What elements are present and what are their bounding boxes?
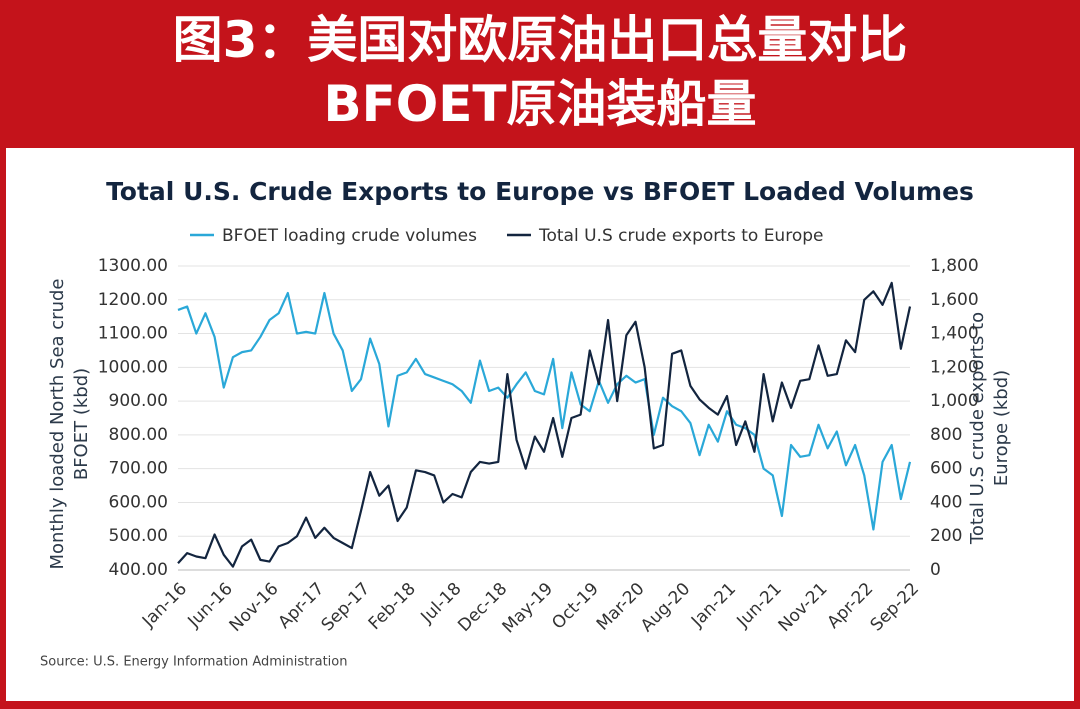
legend-label: BFOET loading crude volumes — [222, 226, 477, 246]
x-tick-label: Sep-17 — [318, 579, 374, 635]
x-tick-label: Feb-18 — [365, 579, 420, 634]
y-tick-label: 1300.00 — [98, 256, 168, 276]
y-tick-label: 400 — [930, 492, 962, 512]
line-series — [177, 291, 912, 531]
legend-label: Total U.S crude exports to Europe — [538, 226, 824, 246]
source: Source: U.S. Energy Information Administ… — [40, 655, 347, 670]
x-tick-label: Aug-20 — [637, 579, 694, 636]
x-tick-label: Nov-21 — [775, 579, 832, 636]
panel — [6, 148, 1074, 701]
line-series — [177, 281, 912, 568]
x-tick-label: Oct-19 — [548, 579, 603, 634]
y-tick-label: 900.00 — [109, 391, 168, 411]
y-tick-label: 600 — [930, 459, 962, 479]
x-tick-label: Nov-16 — [226, 579, 283, 636]
y-tick-label: 1,000 — [930, 391, 979, 411]
x-tick-label: Jan-16 — [138, 579, 191, 632]
y-tick-label: 800 — [930, 425, 962, 445]
y-tick-label: 600.00 — [109, 492, 168, 512]
y-tick-label: 1,200 — [930, 357, 979, 377]
y-tick-label: 0 — [930, 560, 941, 580]
y-tick-label: 1100.00 — [98, 324, 168, 344]
x-tick-label: Jan-21 — [687, 579, 740, 632]
x-tick-label: May-19 — [499, 579, 557, 637]
header-subtitle: BFOET原油装船量 — [323, 75, 757, 133]
y-tick-label: 1000.00 — [98, 357, 168, 377]
chart-title: Total U.S. Crude Exports to Europe vs BF… — [106, 177, 974, 206]
header-title: 图3：美国对欧原油出口总量对比 — [172, 11, 908, 69]
y-tick-label: 200 — [930, 526, 962, 546]
y-tick-label: 1,400 — [930, 324, 979, 344]
y-tick-label: 1,600 — [930, 290, 979, 310]
header: 图3：美国对欧原油出口总量对比 BFOET原油装船量 — [0, 0, 1080, 148]
y-tick-label: 800.00 — [109, 425, 168, 445]
y-tick-label: 500.00 — [109, 526, 168, 546]
y-tick-label: 700.00 — [109, 459, 168, 479]
y-tick-label: 1200.00 — [98, 290, 168, 310]
y-tick-label: 1,800 — [930, 256, 979, 276]
x-tick-label: Sep-22 — [867, 579, 923, 635]
y-tick-label: 400.00 — [109, 560, 168, 580]
